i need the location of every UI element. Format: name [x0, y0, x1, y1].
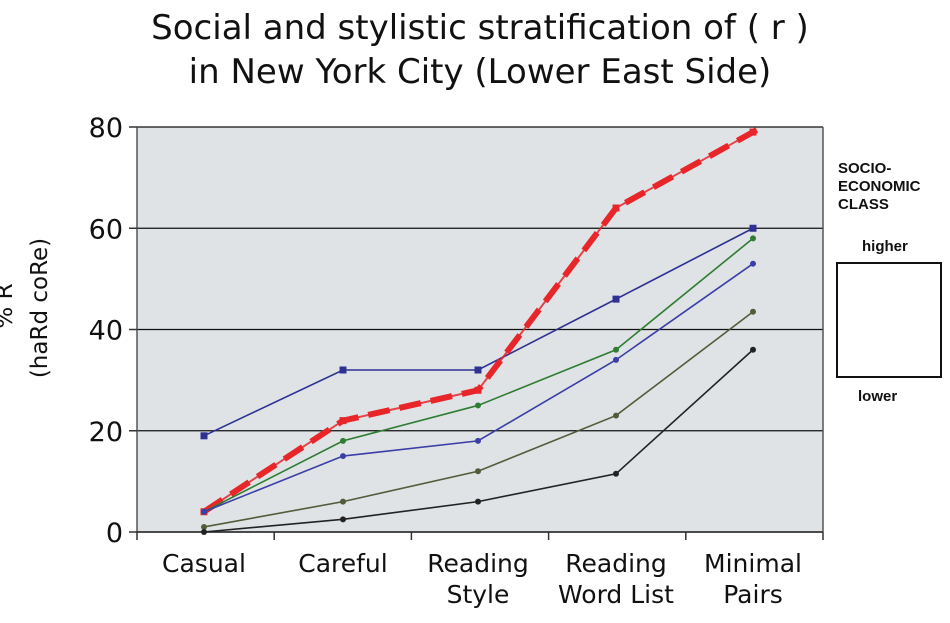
data-point-0	[475, 498, 481, 505]
x-tick-label: Word List	[558, 580, 674, 609]
data-point-2-3	[340, 453, 346, 460]
legend-heading-line2: ECONOMIC	[838, 178, 921, 195]
data-point-9	[200, 432, 208, 440]
x-tick-label: Careful	[298, 549, 387, 578]
data-point-6-8	[612, 204, 620, 212]
legend	[836, 262, 942, 378]
data-point-6-8	[474, 386, 482, 394]
data-point-9	[612, 295, 620, 303]
legend-higher-label: higher	[862, 238, 908, 255]
x-tick-label: Minimal	[704, 549, 802, 578]
data-point-1	[613, 412, 619, 419]
data-point-1	[750, 308, 756, 315]
y-tick-label: 20	[89, 417, 123, 448]
chart-title-line2: in New York City (Lower East Side)	[188, 52, 772, 92]
data-point-9	[749, 224, 757, 232]
data-point-0	[340, 516, 346, 523]
y-tick-label: 0	[106, 518, 123, 549]
x-tick-label: Pairs	[723, 580, 783, 609]
data-point-1	[475, 468, 481, 475]
data-point-4-5	[750, 235, 756, 242]
legend-lower-label: lower	[858, 388, 898, 405]
data-point-4-5	[340, 437, 346, 444]
data-point-9	[339, 366, 347, 374]
x-tick-label: Reading	[427, 549, 528, 578]
data-point-2-3	[201, 508, 207, 515]
data-point-6-8	[749, 128, 757, 136]
y-tick-label: 60	[89, 214, 123, 245]
chart-title: Social and stylistic stratification of (…	[151, 8, 809, 48]
data-point-4-5	[613, 346, 619, 353]
legend-heading-line1: SOCIO-	[838, 160, 892, 177]
x-tick-label: Casual	[162, 549, 246, 578]
data-point-4-5	[475, 402, 481, 409]
x-tick-label: Style	[447, 580, 510, 609]
data-point-2-3	[613, 356, 619, 363]
data-point-2-3	[475, 437, 481, 444]
y-tick-label: 40	[89, 316, 123, 347]
data-point-0	[201, 529, 207, 535]
y-tick-label: 80	[89, 113, 123, 144]
data-point-0	[750, 346, 756, 353]
data-point-0	[613, 470, 619, 477]
data-point-1	[340, 498, 346, 505]
data-point-2-3	[750, 260, 756, 267]
x-tick-label: Reading	[565, 549, 666, 578]
data-point-9	[474, 366, 482, 374]
data-point-6-8	[339, 417, 347, 425]
legend-heading-line3: CLASS	[838, 196, 889, 213]
data-point-1	[201, 523, 207, 530]
